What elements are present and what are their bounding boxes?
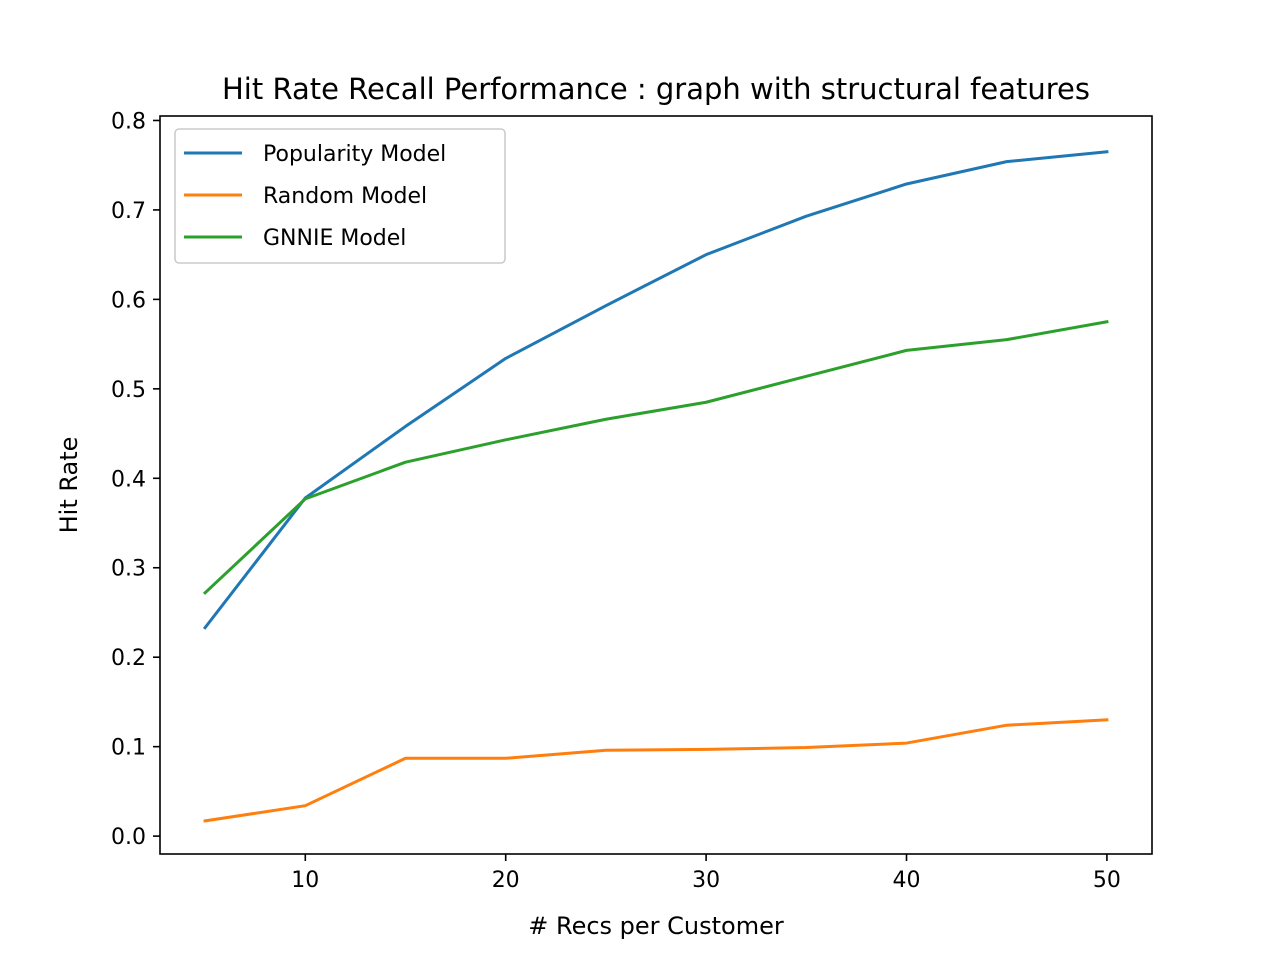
series-line-random-model	[203, 718, 1109, 823]
chart-title: Hit Rate Recall Performance : graph with…	[222, 72, 1090, 106]
y-tick-label: 0.0	[111, 825, 146, 850]
x-tick-label: 10	[291, 868, 319, 893]
y-tick-label: 0.7	[111, 199, 146, 224]
series-line-gnnie-model	[202, 320, 1109, 595]
y-tick-label: 0.3	[111, 557, 146, 582]
x-tick-label: 40	[893, 868, 921, 893]
plot-frame	[159, 115, 1153, 855]
legend-label: GNNIE Model	[263, 226, 406, 251]
y-tick-label: 0.4	[111, 467, 146, 492]
y-tick-label: 0.2	[111, 646, 146, 671]
y-axis: 0.0 0.1 0.2 0.3 0.4 0.5 0.6 0.7 0.8	[111, 109, 160, 850]
plot-area: 10 20 30 40 50 0.0 0.1 0.2 0.3 0.4 0.5 0.6 0.7 0.8 P…	[111, 109, 1153, 893]
y-tick-label: 0.1	[111, 736, 146, 761]
y-axis-label: Hit Rate	[55, 437, 83, 534]
legend: Popularity Model Random Model GNNIE Model	[174, 128, 506, 264]
y-tick-label: 0.8	[111, 109, 146, 134]
x-tick-label: 20	[492, 868, 520, 893]
x-axis: 10 20 30 40 50	[291, 854, 1121, 893]
x-axis-label: # Recs per Customer	[528, 912, 784, 940]
series-line-popularity-model	[202, 150, 1109, 630]
series-layer	[202, 150, 1109, 823]
legend-label: Popularity Model	[263, 142, 446, 167]
y-tick-label: 0.6	[111, 288, 146, 313]
y-tick-label: 0.5	[111, 378, 146, 403]
legend-box	[174, 128, 506, 264]
x-tick-label: 30	[692, 868, 720, 893]
legend-label: Random Model	[263, 184, 427, 209]
x-tick-label: 50	[1093, 868, 1121, 893]
